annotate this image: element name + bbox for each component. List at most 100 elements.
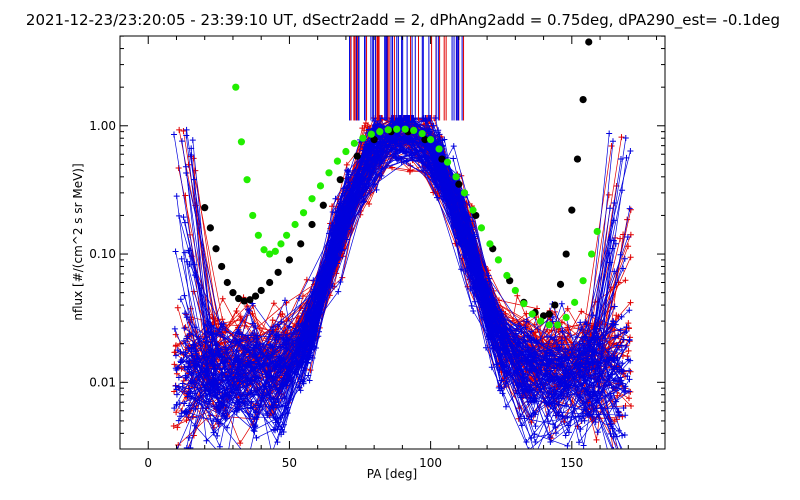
red-plus-marker xyxy=(625,347,632,354)
blue-plus-marker xyxy=(587,391,594,398)
blue-plus-marker xyxy=(312,345,319,352)
blue-plus-marker xyxy=(619,187,626,194)
blue-plus-marker xyxy=(239,331,246,338)
data-layer xyxy=(170,36,635,461)
blue-plus-marker xyxy=(612,377,619,384)
blue-plus-marker xyxy=(532,411,539,418)
green-fit-point xyxy=(384,126,392,134)
blue-plus-marker xyxy=(332,195,339,202)
blue-plus-marker xyxy=(213,348,220,355)
blue-plus-marker xyxy=(344,168,351,175)
blue-plus-marker xyxy=(210,324,217,331)
blue-plus-marker xyxy=(594,429,601,436)
blue-plus-marker xyxy=(393,141,400,148)
blue-plus-marker xyxy=(203,393,210,400)
green-fit-point xyxy=(469,206,477,214)
blue-plus-marker xyxy=(175,374,182,381)
red-plus-marker xyxy=(219,295,226,302)
blue-plus-marker xyxy=(611,355,618,362)
red-plus-marker xyxy=(343,161,350,168)
blue-plus-marker xyxy=(425,145,432,152)
blue-plus-marker xyxy=(173,391,180,398)
black-fit-point xyxy=(551,301,559,309)
blue-plus-marker xyxy=(172,383,179,390)
blue-plus-marker xyxy=(497,345,504,352)
blue-plus-marker xyxy=(619,432,626,439)
blue-plus-marker xyxy=(581,333,588,340)
blue-plus-marker xyxy=(609,245,616,252)
blue-plus-marker xyxy=(246,307,253,314)
blue-plus-marker xyxy=(607,430,614,437)
blue-plus-marker xyxy=(563,402,570,409)
blue-plus-marker xyxy=(183,126,190,133)
blue-plus-marker xyxy=(620,405,627,412)
blue-plus-marker xyxy=(515,340,522,347)
green-fit-point xyxy=(299,209,308,217)
blue-plus-marker xyxy=(377,154,384,161)
blue-plus-marker xyxy=(576,439,583,446)
blue-plus-marker xyxy=(520,374,527,381)
blue-plus-marker xyxy=(555,347,562,354)
blue-plus-marker xyxy=(311,318,318,325)
blue-plus-marker xyxy=(618,366,625,373)
red-plus-marker xyxy=(625,243,632,250)
blue-plus-marker xyxy=(616,452,622,458)
blue-plus-marker xyxy=(210,383,217,390)
blue-plus-marker xyxy=(580,442,587,449)
blue-plus-marker xyxy=(606,382,613,389)
blue-plus-marker xyxy=(626,307,633,314)
blue-plus-marker xyxy=(624,233,631,240)
red-plus-marker xyxy=(627,368,634,375)
black-fit-point xyxy=(472,211,480,220)
blue-plus-marker xyxy=(398,144,405,151)
blue-plus-marker xyxy=(274,439,281,446)
blue-plus-marker xyxy=(617,156,624,163)
blue-plus-marker xyxy=(313,311,320,318)
blue-plus-marker xyxy=(515,322,522,329)
black-fit-point xyxy=(353,152,361,160)
blue-plus-marker xyxy=(562,346,569,353)
red-plus-marker xyxy=(175,164,182,171)
blue-plus-marker xyxy=(610,433,617,440)
blue-plus-marker xyxy=(467,285,474,292)
blue-plus-marker xyxy=(503,403,510,410)
black-fit-point xyxy=(421,136,429,144)
blue-plus-marker xyxy=(521,415,528,422)
green-fit-point xyxy=(410,126,418,135)
blue-plus-marker xyxy=(546,434,553,441)
blue-plus-marker xyxy=(176,212,183,219)
green-fit-point xyxy=(254,231,262,239)
blue-plus-marker xyxy=(172,352,179,359)
blue-plus-marker xyxy=(186,385,193,392)
blue-plus-marker xyxy=(338,202,345,209)
blue-plus-marker xyxy=(205,398,212,405)
x-axis-label: PA [deg] xyxy=(367,467,417,481)
green-fit-point xyxy=(359,134,367,142)
green-fit-point xyxy=(460,189,469,197)
blue-plus-marker xyxy=(528,447,530,449)
red-plus-marker xyxy=(180,377,187,384)
blue-plus-marker xyxy=(180,214,187,221)
green-fit-point xyxy=(237,138,246,146)
black-fit-point xyxy=(218,262,226,271)
blue-plus-marker xyxy=(610,384,617,391)
blue-plus-marker xyxy=(520,388,527,395)
blue-plus-marker xyxy=(575,361,582,368)
blue-plus-marker xyxy=(300,380,307,387)
blue-plus-marker xyxy=(212,378,219,385)
blue-plus-marker xyxy=(183,374,190,381)
blue-plus-marker xyxy=(622,383,629,390)
blue-plus-marker xyxy=(233,407,240,414)
blue-plus-marker xyxy=(371,117,378,124)
blue-plus-marker xyxy=(564,361,571,368)
blue-plus-marker xyxy=(286,373,293,380)
blue-plus-marker xyxy=(515,348,522,355)
red-plus-marker xyxy=(621,455,627,461)
blue-plus-marker xyxy=(557,383,564,390)
blue-plus-marker xyxy=(176,446,178,449)
blue-plus-marker xyxy=(331,242,338,249)
blue-plus-marker xyxy=(546,371,553,378)
blue-plus-marker xyxy=(178,359,185,366)
green-fit-point xyxy=(593,227,601,236)
